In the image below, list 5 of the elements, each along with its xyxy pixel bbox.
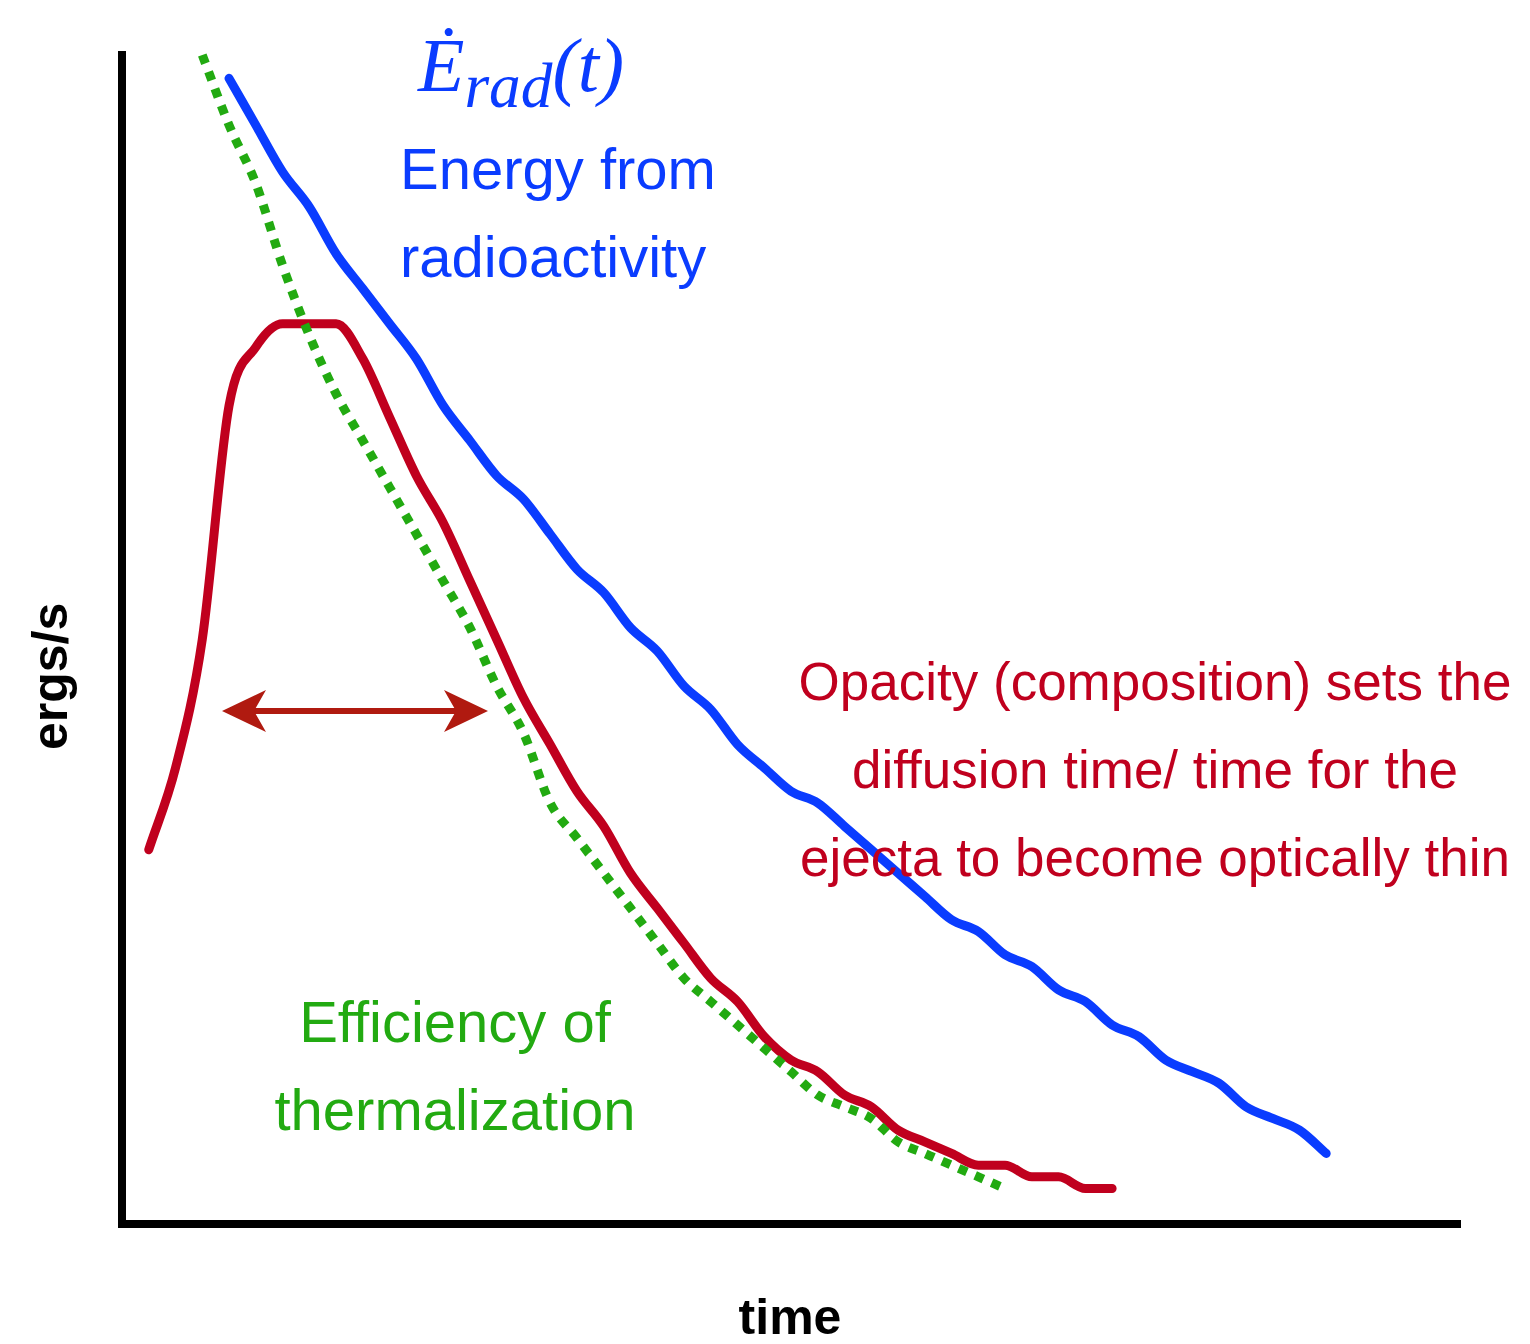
series-label: Efficiency of thermalization	[273, 988, 637, 1144]
series-label: Energy from radioactivity	[400, 135, 717, 291]
y-axis-title: ergs/s	[22, 602, 78, 750]
x-axis-title: time	[737, 1288, 843, 1344]
annotation: Ė$_{rad}$(t)	[418, 22, 625, 124]
